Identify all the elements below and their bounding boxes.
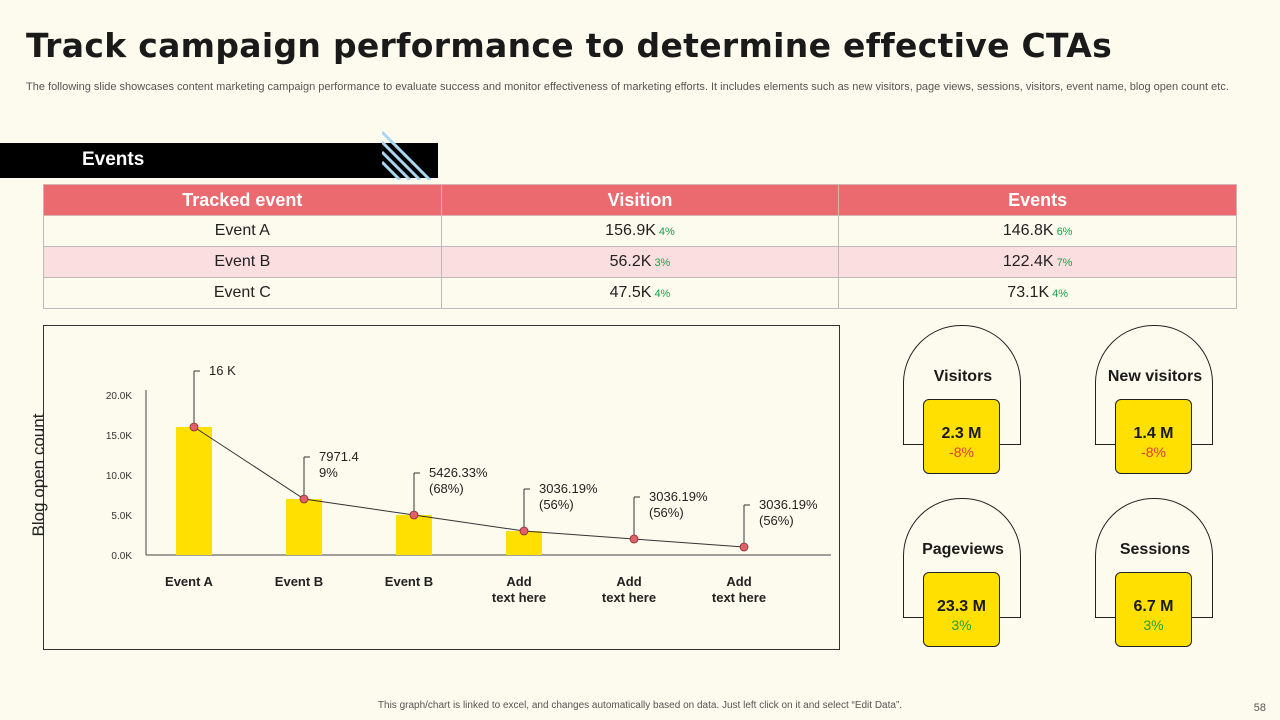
bar bbox=[286, 499, 322, 555]
x-tick-label: Event A bbox=[165, 574, 214, 589]
footer-note: This graph/chart is linked to excel, and… bbox=[377, 700, 903, 711]
kpi-value: 6.7 M bbox=[1133, 598, 1174, 615]
kpi-card-visitors: Visitors 2.3 M -8% bbox=[903, 325, 1023, 475]
data-label: 3036.19% bbox=[539, 481, 598, 496]
kpi-value-box: 2.3 M -8% bbox=[923, 399, 1000, 474]
header-visition: Visition bbox=[440, 184, 840, 216]
events-section-label: Events bbox=[82, 149, 145, 170]
header-tracked-event: Tracked event bbox=[43, 184, 442, 216]
kpi-value-box: 23.3 M 3% bbox=[923, 572, 1000, 647]
cell-visition: 47.5K 4% bbox=[440, 277, 840, 309]
kpi-change: -8% bbox=[949, 444, 974, 460]
kpi-change: 3% bbox=[951, 617, 972, 633]
table-header-row: Tracked event Visition Events bbox=[43, 184, 1237, 216]
visition-value: 156.9K bbox=[605, 222, 656, 239]
cell-events: 73.1K 4% bbox=[838, 277, 1237, 309]
x-tick-label: text here bbox=[712, 590, 766, 605]
trend-point bbox=[519, 526, 529, 536]
chart-y-axis-label: Blog open count bbox=[29, 413, 48, 537]
cell-event-name: Event B bbox=[43, 246, 442, 278]
y-tick-label: 0.0K bbox=[111, 551, 132, 562]
visition-value: 47.5K bbox=[609, 284, 652, 301]
kpi-card-sessions: Sessions 6.7 M 3% bbox=[1095, 498, 1215, 648]
x-tick-label: Add bbox=[726, 574, 751, 589]
y-tick-label: 5.0K bbox=[111, 511, 132, 522]
visition-change: 4% bbox=[654, 288, 671, 300]
blog-open-chart[interactable]: 0.0K 5.0K 10.0K 15.0K 20.0K 16 K 7971.4 9% 5426.… bbox=[43, 325, 840, 650]
cell-event-name: Event A bbox=[43, 215, 442, 247]
x-tick-label: Add bbox=[616, 574, 641, 589]
kpi-change: -8% bbox=[1141, 444, 1166, 460]
data-label: 7971.4 bbox=[319, 449, 359, 464]
kpi-value: 23.3 M bbox=[937, 598, 986, 615]
y-tick-label: 15.0K bbox=[106, 431, 132, 442]
table-row: Event C 47.5K 4% 73.1K 4% bbox=[43, 277, 1237, 309]
data-label: 3036.19% bbox=[649, 489, 708, 504]
cell-visition: 56.2K 3% bbox=[440, 246, 840, 278]
kpi-label: New visitors bbox=[1107, 368, 1203, 385]
data-label: 5426.33% bbox=[429, 465, 488, 480]
events-change: 4% bbox=[1052, 288, 1069, 300]
page-number: 58 bbox=[1253, 702, 1266, 714]
events-value: 146.8K bbox=[1002, 222, 1054, 239]
kpi-value: 2.3 M bbox=[941, 425, 982, 442]
cell-events: 146.8K 6% bbox=[838, 215, 1237, 247]
visition-change: 4% bbox=[658, 226, 675, 238]
data-label: 9% bbox=[319, 465, 338, 480]
table-row: Event A 156.9K 4% 146.8K 6% bbox=[43, 215, 1237, 247]
x-tick-label: Event B bbox=[275, 574, 323, 589]
page-subtitle: The following slide showcases content ma… bbox=[26, 81, 1229, 93]
kpi-card-new-visitors: New visitors 1.4 M -8% bbox=[1095, 325, 1215, 475]
visition-change: 3% bbox=[654, 257, 671, 269]
table-row: Event B 56.2K 3% 122.4K 7% bbox=[43, 246, 1237, 278]
trend-point bbox=[409, 510, 419, 520]
visition-value: 56.2K bbox=[609, 253, 652, 270]
data-label: (56%) bbox=[539, 497, 574, 512]
trend-line bbox=[193, 426, 745, 548]
events-change: 7% bbox=[1056, 257, 1073, 269]
bar bbox=[176, 427, 212, 555]
kpi-label: Pageviews bbox=[922, 541, 1004, 558]
chart-canvas: 0.0K 5.0K 10.0K 15.0K 20.0K 16 K 7971.49% 5426.… bbox=[106, 363, 831, 605]
kpi-label: Visitors bbox=[933, 368, 993, 385]
trend-point bbox=[299, 494, 309, 504]
kpi-value-box: 1.4 M -8% bbox=[1115, 399, 1192, 474]
data-label: (68%) bbox=[429, 481, 464, 496]
kpi-card-pageviews: Pageviews 23.3 M 3% bbox=[903, 498, 1023, 648]
events-value: 122.4K bbox=[1002, 253, 1054, 270]
cell-visition: 156.9K 4% bbox=[440, 215, 840, 247]
trend-point bbox=[629, 534, 639, 544]
data-label: (56%) bbox=[649, 505, 684, 520]
x-tick-label: text here bbox=[492, 590, 546, 605]
kpi-label: Sessions bbox=[1119, 541, 1191, 558]
bar bbox=[396, 515, 432, 555]
kpi-change: 3% bbox=[1143, 617, 1164, 633]
x-tick-label: Add bbox=[506, 574, 531, 589]
x-tick-label: Event B bbox=[385, 574, 433, 589]
page-title: Track campaign performance to determine … bbox=[26, 26, 1113, 65]
trend-point bbox=[739, 542, 749, 552]
cell-event-name: Event C bbox=[43, 277, 442, 309]
data-label: (56%) bbox=[759, 513, 794, 528]
events-table: Tracked event Visition Events Event A 15… bbox=[43, 184, 1237, 309]
cell-events: 122.4K 7% bbox=[838, 246, 1237, 278]
x-tick-label: text here bbox=[602, 590, 656, 605]
events-change: 6% bbox=[1056, 226, 1073, 238]
y-tick-label: 20.0K bbox=[106, 391, 132, 402]
trend-point bbox=[189, 422, 199, 432]
data-label: 16 K bbox=[209, 363, 236, 378]
data-label: 3036.19% bbox=[759, 497, 818, 512]
kpi-value-box: 6.7 M 3% bbox=[1115, 572, 1192, 647]
header-events: Events bbox=[838, 184, 1237, 216]
y-tick-label: 10.0K bbox=[106, 471, 132, 482]
kpi-value: 1.4 M bbox=[1133, 425, 1174, 442]
events-value: 73.1K bbox=[1007, 284, 1050, 301]
events-section-header: Events bbox=[0, 143, 438, 178]
